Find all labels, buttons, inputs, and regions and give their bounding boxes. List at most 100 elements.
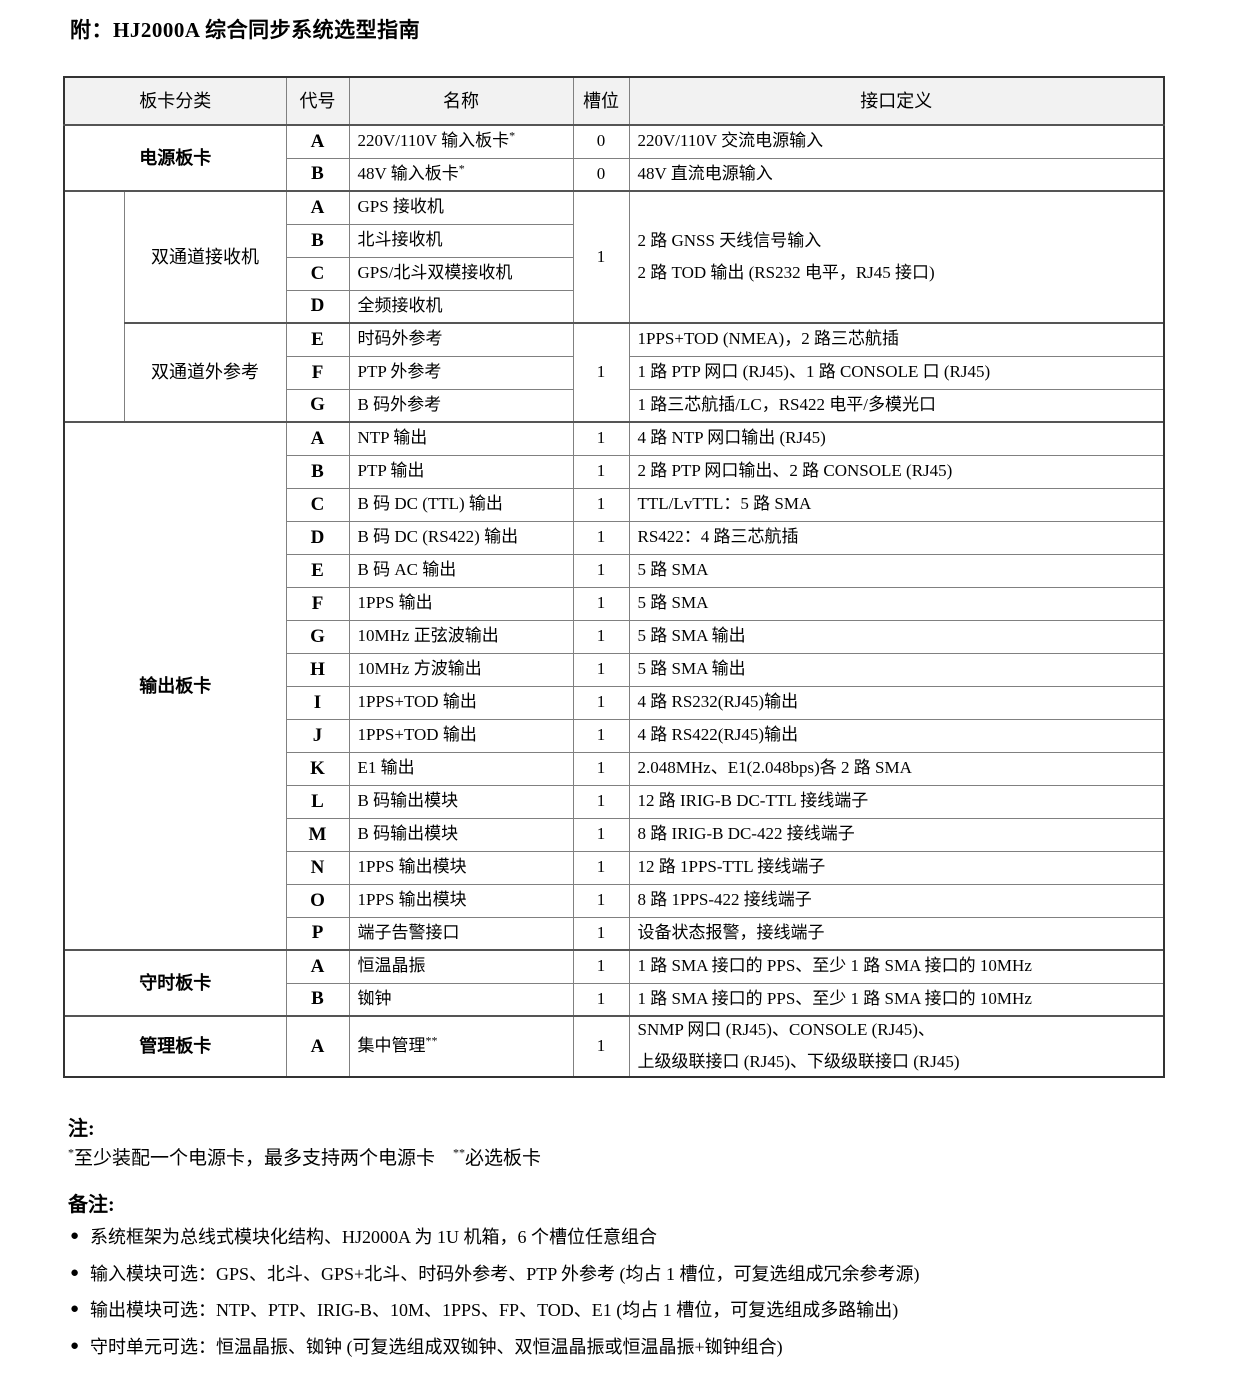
interface-cell: 48V 直流电源输入	[628, 157, 1165, 192]
interface-cell: 4 路 NTP 网口输出 (RJ45)	[628, 421, 1165, 456]
table-row: J 1PPS+TOD 输出 1 4 路 RS422(RJ45)输出	[64, 718, 1165, 753]
interface-cell: 5 路 SMA	[628, 553, 1165, 588]
table-row: 管理板卡 A 集中管理** 1 SNMP 网口 (RJ45)、CONSOLE (…	[63, 1015, 1165, 1078]
name-cell: B 码 AC 输出	[348, 553, 574, 588]
slot-cell: 1	[572, 190, 630, 324]
code-cell: B	[285, 982, 350, 1017]
table-row: 电源板卡 A 220V/110V 输入板卡* 0 220V/110V 交流电源输…	[63, 124, 1165, 192]
table-row: B 铷钟 1 1 路 SMA 接口的 PPS、至少 1 路 SMA 接口的 10…	[64, 982, 1165, 1017]
header-slot: 槽位	[572, 76, 630, 126]
slot-cell: 1	[572, 454, 630, 489]
list-item: ● 输入模块可选：GPS、北斗、GPS+北斗、时码外参考、PTP 外参考 (均占 …	[70, 1264, 1188, 1286]
name-superscript: *	[458, 161, 465, 176]
code-cell: B	[285, 223, 350, 258]
interface-cell: 4 路 RS422(RJ45)输出	[628, 718, 1165, 753]
interface-cell: 4 路 RS232(RJ45)输出	[628, 685, 1165, 720]
name-cell: B 码外参考	[348, 388, 574, 423]
slot-cell: 1	[572, 883, 630, 918]
name-cell: 集中管理**	[348, 1015, 574, 1078]
interface-cell: 220V/110V 交流电源输入	[628, 124, 1165, 159]
name-cell: B 码输出模块	[348, 817, 574, 852]
slot-cell: 1	[572, 619, 630, 654]
code-cell: E	[285, 322, 350, 357]
code-cell: A	[285, 1015, 350, 1078]
slot-cell: 1	[572, 949, 630, 984]
table-row: B PTP 输出 1 2 路 PTP 网口输出、2 路 CONSOLE (RJ4…	[64, 454, 1165, 489]
name-cell: 48V 输入板卡*	[348, 157, 574, 192]
code-cell: L	[285, 784, 350, 819]
name-cell: 1PPS+TOD 输出	[348, 685, 574, 720]
code-cell: A	[285, 421, 350, 456]
name-cell: B 码输出模块	[348, 784, 574, 819]
name-cell: 220V/110V 输入板卡*	[348, 124, 574, 159]
name-cell: B 码 DC (RS422) 输出	[348, 520, 574, 555]
note-star-text: 至少装配一个电源卡，最多支持两个电源卡	[74, 1148, 436, 1169]
name-cell: E1 输出	[348, 751, 574, 786]
code-cell: O	[285, 883, 350, 918]
slot-cell: 1	[572, 652, 630, 687]
interface-cell: 12 路 IRIG-B DC-TTL 接线端子	[628, 784, 1165, 819]
header-category: 板卡分类	[63, 76, 287, 126]
slot-cell: 1	[572, 982, 630, 1017]
slot-cell: 1	[572, 487, 630, 522]
interface-cell: 12 路 1PPS-TTL 接线端子	[628, 850, 1165, 885]
table-row: D B 码 DC (RS422) 输出 1 RS422：4 路三芯航插	[64, 520, 1165, 555]
board-selection-table: 板卡分类 代号 名称 槽位 接口定义 电源板卡 A 220V/110V 输入板卡…	[63, 76, 1165, 1078]
interface-line: 上级级联接口 (RJ45)、下级级联接口 (RJ45)	[637, 1051, 960, 1071]
name-cell: 1PPS 输出	[348, 586, 574, 621]
code-cell: F	[285, 586, 350, 621]
page-title: 附：HJ2000A 综合同步系统选型指南	[70, 18, 421, 42]
interface-cell: 1 路 SMA 接口的 PPS、至少 1 路 SMA 接口的 10MHz	[628, 982, 1165, 1017]
remarks-heading: 备注:	[68, 1194, 115, 1216]
interface-cell: 2 路 PTP 网口输出、2 路 CONSOLE (RJ45)	[628, 454, 1165, 489]
name-text: 220V/110V 输入板卡	[357, 131, 510, 151]
note-line: *至少装配一个电源卡，最多支持两个电源卡 **必选板卡	[68, 1143, 1178, 1170]
name-cell: 10MHz 方波输出	[348, 652, 574, 687]
name-cell: 时码外参考	[348, 322, 574, 357]
name-cell: 全频接收机	[348, 289, 574, 324]
slot-cell: 1	[572, 685, 630, 720]
code-cell: K	[285, 751, 350, 786]
list-item: ● 系统框架为总线式模块化结构、HJ2000A 为 1U 机箱，6 个槽位任意组合	[70, 1227, 1188, 1249]
interface-line: 2 路 GNSS 天线信号输入	[637, 230, 822, 250]
category-power-card: 电源板卡	[63, 124, 287, 192]
header-code: 代号	[285, 76, 350, 126]
name-cell: B 码 DC (TTL) 输出	[348, 487, 574, 522]
table-row: F 1PPS 输出 1 5 路 SMA	[64, 586, 1165, 621]
slot-cell: 0	[572, 124, 630, 159]
name-cell: 10MHz 正弦波输出	[348, 619, 574, 654]
slot-cell: 1	[572, 586, 630, 621]
name-text: 集中管理	[357, 1035, 426, 1055]
table-header-row: 板卡分类 代号 名称 槽位 接口定义	[63, 76, 1165, 126]
slot-cell: 1	[572, 421, 630, 456]
notes-heading: 注:	[68, 1118, 95, 1140]
slot-cell: 1	[572, 520, 630, 555]
subcategory-dual-receiver: 双通道接收机	[123, 190, 287, 324]
header-interface: 接口定义	[628, 76, 1165, 126]
code-cell: G	[285, 619, 350, 654]
name-cell: NTP 输出	[348, 421, 574, 456]
table-row: D 全频接收机	[64, 289, 1164, 324]
name-cell: 端子告警接口	[348, 916, 574, 951]
list-item: ● 守时单元可选：恒温晶振、铷钟 (可复选组成双铷钟、双恒温晶振或恒温晶振+铷钟组…	[70, 1337, 1188, 1359]
slot-cell: 0	[572, 157, 630, 192]
name-cell: 北斗接收机	[348, 223, 574, 258]
code-cell: M	[285, 817, 350, 852]
table-row: N 1PPS 输出模块 1 12 路 1PPS-TTL 接线端子	[64, 850, 1165, 885]
bullet-icon: ●	[70, 1301, 80, 1318]
category-management-card: 管理板卡	[63, 1015, 287, 1078]
slot-cell: 1	[572, 850, 630, 885]
code-cell: C	[285, 487, 350, 522]
interface-cell: 1 路三芯航插/LC，RS422 电平/多模光口	[628, 388, 1165, 423]
slot-cell: 1	[572, 784, 630, 819]
interface-cell: TTL/LvTTL：5 路 SMA	[628, 487, 1165, 522]
code-cell: A	[285, 190, 350, 225]
table-row: C GPS/北斗双模接收机	[64, 256, 1164, 291]
name-text: 48V 输入板卡	[357, 163, 459, 183]
note-star-mark: *	[68, 1145, 74, 1160]
interface-cell: 设备状态报警，接线端子	[628, 916, 1165, 951]
interface-cell: 5 路 SMA	[628, 586, 1165, 621]
bullet-icon: ●	[70, 1264, 80, 1281]
name-cell: 1PPS 输出模块	[348, 883, 574, 918]
